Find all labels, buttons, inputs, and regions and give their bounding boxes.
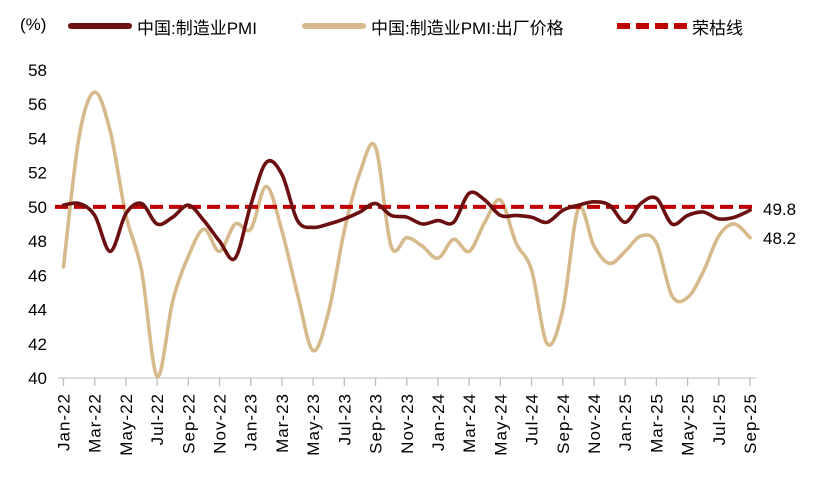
y-tick-label: 54 xyxy=(28,129,47,148)
legend-label-boom-bust: 荣枯线 xyxy=(692,18,743,38)
x-tick-label: Sep-25 xyxy=(741,393,760,454)
price-line-swatch-icon xyxy=(302,23,366,29)
price-end-value-label: 48.2 xyxy=(763,229,797,248)
price-series-line xyxy=(61,90,752,379)
x-tick-label: Mar-25 xyxy=(647,393,666,453)
x-tick-label: Jan-24 xyxy=(429,393,448,451)
legend-item-boom-bust: 荣枯线 xyxy=(617,14,743,38)
y-axis-unit-label: (%) xyxy=(20,15,47,34)
legend-item-price: 中国:制造业PMI:出厂价格 xyxy=(302,14,564,38)
x-tick-label: May-24 xyxy=(491,393,510,456)
y-tick-label: 58 xyxy=(28,61,47,80)
x-tick-label: Jul-22 xyxy=(148,393,167,445)
x-tick-label: Jan-25 xyxy=(616,393,635,451)
x-tick-label: Sep-22 xyxy=(179,393,198,454)
x-tick-label: May-23 xyxy=(304,393,323,456)
x-tick-label: Jul-24 xyxy=(523,393,542,445)
y-tick-label: 56 xyxy=(28,95,47,114)
pmi-line-swatch-icon xyxy=(68,23,132,29)
pmi-end-value-label: 49.8 xyxy=(763,200,797,219)
y-tick-label: 44 xyxy=(28,301,47,320)
x-tick-label: Nov-24 xyxy=(585,393,604,454)
pmi-series-line xyxy=(61,158,752,262)
y-tick-label: 52 xyxy=(28,164,47,183)
x-tick-label: May-22 xyxy=(117,393,136,456)
x-tick-label: Mar-24 xyxy=(460,393,479,453)
x-tick-label: May-25 xyxy=(679,393,698,456)
boom-bust-dash-swatch-icon xyxy=(617,23,687,29)
y-tick-label: 48 xyxy=(28,232,47,251)
legend-label-price: 中国:制造业PMI:出厂价格 xyxy=(371,18,564,38)
x-tick-label: Nov-23 xyxy=(398,393,417,454)
y-tick-label: 46 xyxy=(28,266,47,285)
x-tick-label: Jul-25 xyxy=(710,393,729,445)
legend-item-pmi: 中国:制造业PMI xyxy=(68,14,257,38)
x-tick-label: Jul-23 xyxy=(335,393,354,445)
x-tick-label: Sep-24 xyxy=(554,393,573,454)
x-tick-label: Jan-22 xyxy=(55,393,74,451)
x-tick-label: Nov-22 xyxy=(211,393,230,454)
y-tick-label: 50 xyxy=(28,198,47,217)
legend-label-pmi: 中国:制造业PMI xyxy=(137,18,257,38)
x-tick-label: Jan-23 xyxy=(242,393,261,451)
y-tick-label: 40 xyxy=(28,369,47,388)
y-tick-label: 42 xyxy=(28,335,47,354)
x-tick-label: Sep-23 xyxy=(367,393,386,454)
x-tick-label: Mar-22 xyxy=(86,393,105,453)
x-tick-label: Mar-23 xyxy=(273,393,292,453)
